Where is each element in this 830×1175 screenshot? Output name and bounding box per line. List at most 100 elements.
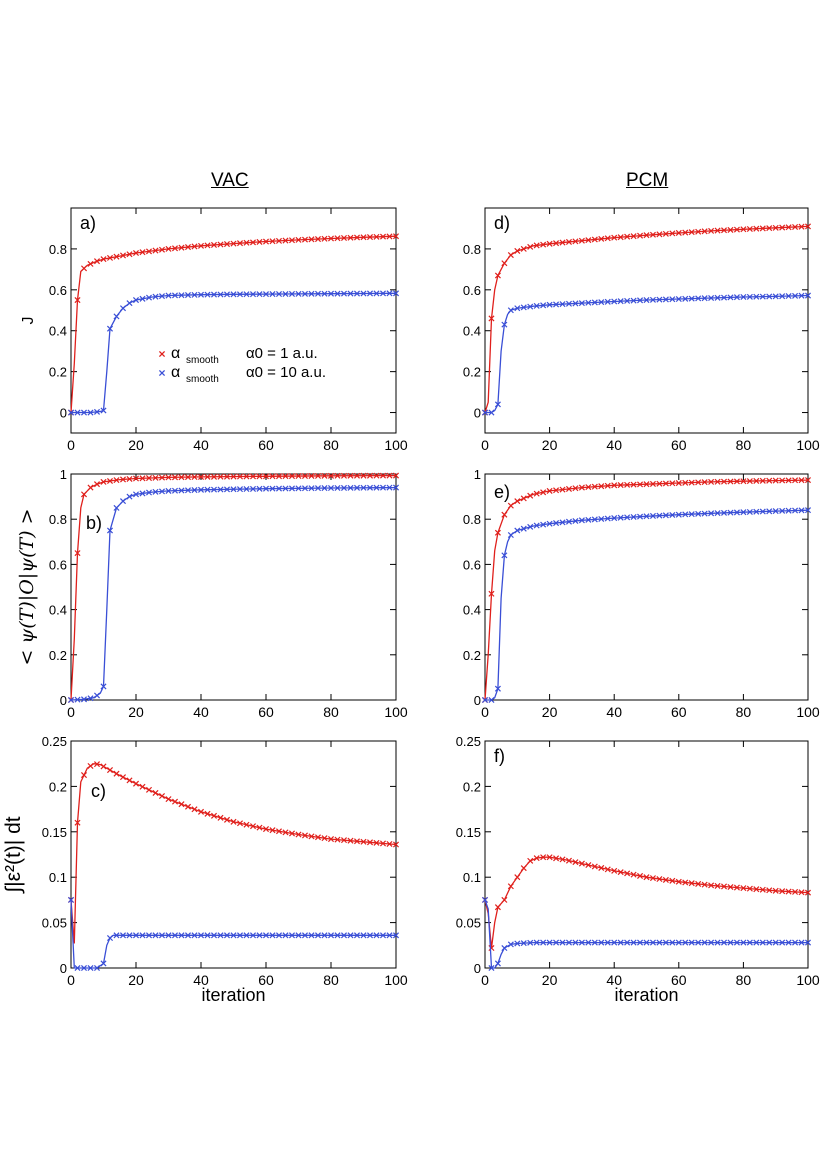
- y-tick-label: 0.05: [42, 916, 67, 931]
- series-marker-1: [386, 472, 393, 479]
- x-tick-label: 20: [128, 972, 144, 988]
- series-marker-2: [637, 297, 644, 304]
- series-marker-2: [733, 509, 740, 516]
- series-marker-2: [481, 896, 489, 903]
- series-marker-1: [113, 477, 120, 484]
- series-marker-2: [695, 510, 702, 517]
- series-marker-1: [74, 819, 81, 826]
- series-marker-2: [236, 932, 244, 939]
- series-marker-2: [682, 511, 689, 518]
- series-marker-1: [288, 830, 296, 837]
- series-marker-2: [126, 932, 133, 939]
- series-marker-2: [675, 295, 682, 303]
- series-marker-2: [353, 290, 361, 297]
- series-marker-2: [230, 932, 237, 939]
- series-marker-2: [373, 290, 380, 297]
- series-marker-2: [230, 486, 237, 493]
- series-marker-2: [766, 293, 773, 300]
- series-marker-1: [494, 904, 501, 911]
- series-marker-1: [204, 242, 211, 249]
- series-marker-2: [87, 409, 94, 416]
- series-marker-1: [386, 233, 393, 240]
- series-marker-2: [701, 295, 708, 302]
- series-marker-1: [106, 767, 114, 774]
- series-marker-2: [617, 298, 624, 305]
- series-marker-2: [792, 292, 799, 299]
- series-marker-2: [171, 292, 179, 299]
- series-marker-2: [204, 291, 211, 298]
- series-marker-1: [520, 495, 527, 502]
- series-marker-1: [746, 225, 753, 233]
- series-marker-2: [119, 932, 127, 939]
- series-marker-1: [334, 235, 341, 242]
- x-tick-label: 40: [193, 972, 209, 988]
- series-marker-2: [675, 511, 682, 518]
- series-marker-1: [119, 252, 127, 259]
- series-marker-1: [165, 474, 172, 481]
- series-marker-2: [520, 940, 527, 947]
- series-marker-2: [67, 696, 75, 704]
- series-marker-2: [772, 508, 779, 515]
- series-marker-1: [210, 241, 218, 248]
- series-marker-2: [507, 941, 514, 948]
- series-marker-1: [708, 227, 715, 234]
- series-marker-2: [295, 932, 302, 939]
- y-tick-label: 0.4: [49, 324, 67, 339]
- series-marker-2: [481, 696, 489, 704]
- series-marker-2: [688, 295, 695, 302]
- series-marker-1: [565, 238, 573, 245]
- series-marker-1: [720, 478, 728, 485]
- series-marker-2: [785, 939, 792, 946]
- x-tick-label: 40: [606, 972, 622, 988]
- series-marker-1: [126, 475, 133, 482]
- series-marker-2: [262, 485, 270, 492]
- x-tick-label: 20: [542, 972, 558, 988]
- series-marker-1: [243, 473, 250, 480]
- series-marker-1: [688, 229, 695, 236]
- legend-entry-1: α0 = 1 a.u.: [246, 345, 318, 362]
- y-tick-label: 0.25: [456, 734, 481, 749]
- series-marker-2: [249, 932, 257, 939]
- series-marker-1: [392, 841, 400, 848]
- series-marker-2: [210, 291, 218, 298]
- series-marker-1: [501, 511, 508, 518]
- x-tick-label: 80: [736, 704, 752, 720]
- x-tick-label: 60: [258, 437, 274, 453]
- series-marker-1: [759, 886, 766, 893]
- series-marker-1: [637, 232, 644, 239]
- series-marker-1: [669, 480, 676, 487]
- series-marker-2: [171, 487, 179, 494]
- series-marker-2: [546, 939, 553, 946]
- x-tick-label: 0: [481, 704, 489, 720]
- series-marker-2: [308, 290, 315, 297]
- series-marker-1: [585, 484, 592, 491]
- series-marker-1: [321, 472, 328, 479]
- series-marker-2: [798, 939, 805, 946]
- series-marker-1: [649, 480, 656, 487]
- series-marker-2: [624, 939, 631, 946]
- series-marker-2: [559, 939, 566, 946]
- series-marker-2: [656, 939, 663, 946]
- series-marker-1: [249, 823, 257, 830]
- series-marker-2: [366, 290, 374, 297]
- series-marker-2: [585, 516, 592, 523]
- series-marker-1: [165, 796, 172, 803]
- series-marker-2: [675, 939, 682, 946]
- series-marker-2: [113, 313, 120, 320]
- series-marker-2: [87, 964, 94, 972]
- series-marker-1: [340, 234, 348, 242]
- series-marker-2: [649, 296, 656, 303]
- series-marker-1: [565, 485, 573, 492]
- series-marker-1: [269, 827, 276, 834]
- series-marker-1: [604, 235, 611, 242]
- series-marker-2: [275, 932, 283, 939]
- series-marker-1: [243, 239, 250, 246]
- series-marker-2: [494, 685, 501, 692]
- series-marker-2: [191, 932, 198, 939]
- x-tick-label: 100: [384, 972, 408, 988]
- series-marker-1: [527, 492, 534, 499]
- x-tick-label: 100: [384, 704, 408, 720]
- series-marker-2: [604, 515, 611, 522]
- series-marker-1: [197, 242, 205, 249]
